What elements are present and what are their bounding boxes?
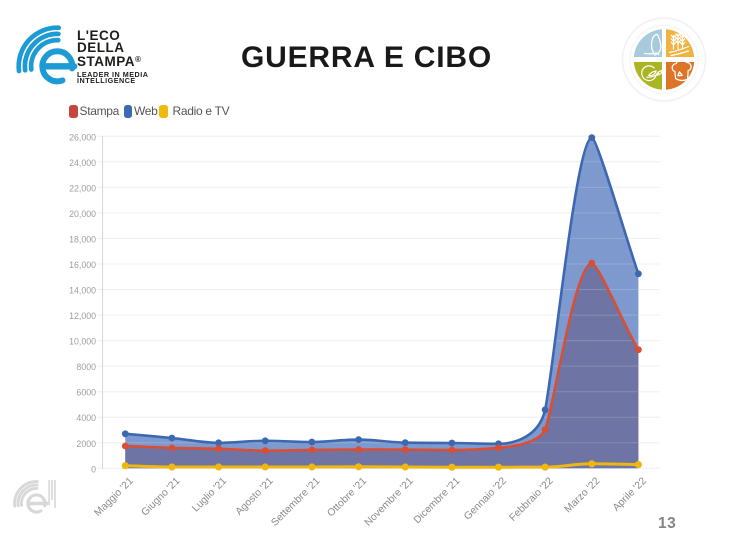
svg-text:10,000: 10,000	[69, 337, 96, 347]
svg-text:Agosto '21: Agosto '21	[234, 476, 276, 518]
svg-text:0: 0	[91, 464, 96, 474]
svg-text:Maggio '21: Maggio '21	[93, 476, 136, 519]
svg-text:Aprile '22: Aprile '22	[611, 476, 649, 514]
svg-text:2000: 2000	[76, 439, 96, 449]
svg-text:Ottobre '21: Ottobre '21	[326, 476, 370, 520]
svg-text:Dicembre '21: Dicembre '21	[412, 476, 463, 527]
svg-text:Novembre '21: Novembre '21	[363, 476, 416, 529]
svg-text:Giugno '21: Giugno '21	[140, 476, 183, 519]
svg-text:6000: 6000	[76, 388, 96, 398]
svg-text:Febbraio '22: Febbraio '22	[508, 476, 556, 524]
svg-text:4000: 4000	[76, 413, 96, 423]
svg-text:Gennaio '22: Gennaio '22	[462, 476, 509, 523]
svg-text:26,000: 26,000	[69, 132, 96, 142]
svg-text:Marzo '22: Marzo '22	[563, 476, 603, 516]
svg-text:22,000: 22,000	[69, 183, 96, 193]
svg-text:12,000: 12,000	[69, 311, 96, 321]
svg-text:18,000: 18,000	[69, 234, 96, 244]
svg-text:Settembre '21: Settembre '21	[269, 476, 322, 529]
svg-text:16,000: 16,000	[69, 260, 96, 270]
svg-text:8000: 8000	[76, 362, 96, 372]
svg-text:20,000: 20,000	[69, 209, 96, 219]
svg-text:24,000: 24,000	[69, 158, 96, 168]
svg-text:Luglio '21: Luglio '21	[190, 476, 229, 515]
svg-text:14,000: 14,000	[69, 286, 96, 296]
